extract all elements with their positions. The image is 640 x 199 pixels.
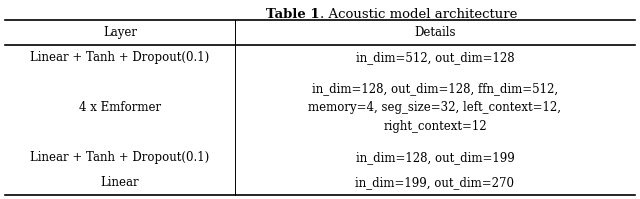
Text: right_context=12: right_context=12 [383,120,487,133]
Text: in_dim=128, out_dim=199: in_dim=128, out_dim=199 [356,151,515,164]
Text: Table 1: Table 1 [266,8,320,21]
Text: in_dim=512, out_dim=128: in_dim=512, out_dim=128 [356,51,515,64]
Text: Linear + Tanh + Dropout(0.1): Linear + Tanh + Dropout(0.1) [30,51,210,64]
Text: in_dim=199, out_dim=270: in_dim=199, out_dim=270 [355,176,515,189]
Text: in_dim=128, out_dim=128, ffn_dim=512,: in_dim=128, out_dim=128, ffn_dim=512, [312,82,558,95]
Text: Linear: Linear [100,176,140,189]
Text: Details: Details [414,26,456,39]
Text: Layer: Layer [103,26,137,39]
Text: memory=4, seg_size=32, left_context=12,: memory=4, seg_size=32, left_context=12, [308,101,561,114]
Text: Linear + Tanh + Dropout(0.1): Linear + Tanh + Dropout(0.1) [30,151,210,164]
Text: 4 x Emformer: 4 x Emformer [79,101,161,114]
Text: . Acoustic model architecture: . Acoustic model architecture [320,8,517,21]
